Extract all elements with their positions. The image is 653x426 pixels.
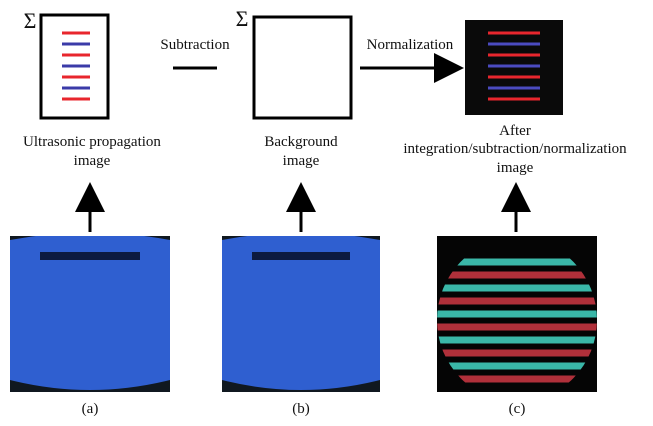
caption: Ultrasonic propagation <box>23 134 161 150</box>
operation-label: Subtraction <box>160 37 230 53</box>
panel-label: (c) <box>509 401 526 417</box>
photo-detail <box>252 252 350 260</box>
caption: image <box>497 160 534 176</box>
caption: After <box>499 123 531 139</box>
caption: image <box>74 153 111 169</box>
caption: image <box>283 153 320 169</box>
caption: integration/subtraction/normalization <box>403 141 627 157</box>
panel-label: (a) <box>82 401 99 417</box>
photo-detail <box>40 252 140 260</box>
fringe-lines <box>62 33 90 99</box>
frame-box <box>254 17 351 118</box>
operation-label: Normalization <box>367 37 454 53</box>
sigma: Σ <box>24 8 37 33</box>
caption: Background <box>264 134 338 150</box>
sigma: Σ <box>236 6 249 31</box>
diagram: Σ Subtraction Σ Normalization Ultrasonic… <box>0 0 653 426</box>
fringe-lines <box>488 33 540 99</box>
panel-label: (b) <box>292 401 310 417</box>
